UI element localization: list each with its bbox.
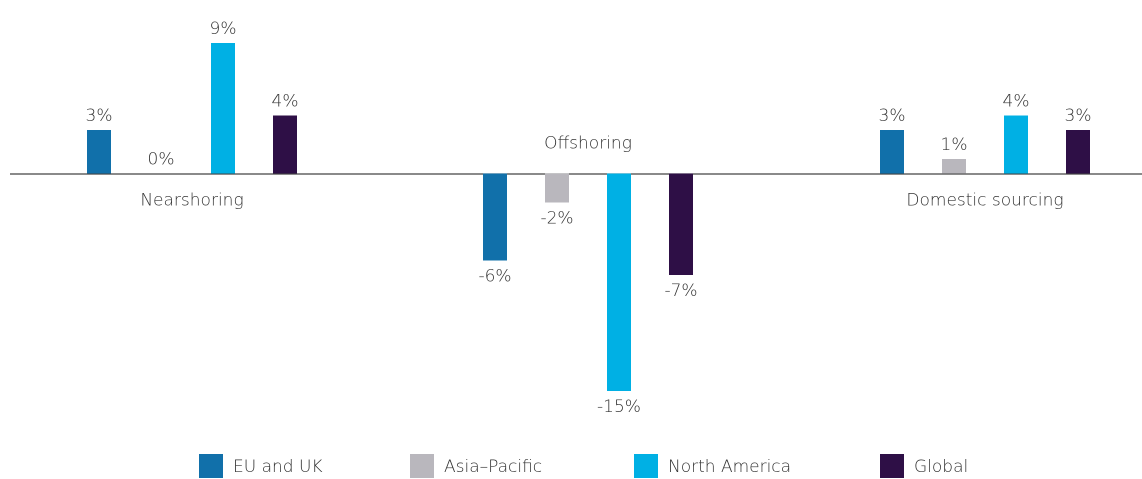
category-label: Offshoring [544,134,632,154]
legend-label: North America [668,457,791,477]
bar [1004,115,1028,174]
legend-label: Asia–Pacific [444,457,542,477]
bar [211,43,235,174]
data-label: 1% [941,135,968,155]
bar [545,173,569,203]
data-label: -7% [664,281,697,301]
legend-swatch [634,454,658,478]
category-label: Domestic sourcing [906,191,1063,211]
bar [483,173,507,261]
legend-label: EU and UK [233,457,323,477]
data-label: 3% [879,106,906,126]
legend-swatch [410,454,434,478]
legend-swatch [880,454,904,478]
bar [273,115,297,174]
legend-label: Global [914,457,968,477]
data-label: -6% [478,267,511,287]
data-label: -15% [597,397,641,417]
data-label: 3% [1065,106,1092,126]
data-label: 9% [210,19,237,39]
data-label: 4% [272,92,299,112]
bar [607,173,631,391]
bar [1066,130,1090,174]
data-label: -2% [540,209,573,229]
bar [669,173,693,275]
data-label: 4% [1003,92,1030,112]
bar [880,130,904,174]
category-label: Nearshoring [140,191,243,211]
data-label: 0% [148,150,175,170]
bar [942,159,966,174]
bar [87,130,111,174]
legend-swatch [199,454,223,478]
data-label: 3% [86,106,113,126]
